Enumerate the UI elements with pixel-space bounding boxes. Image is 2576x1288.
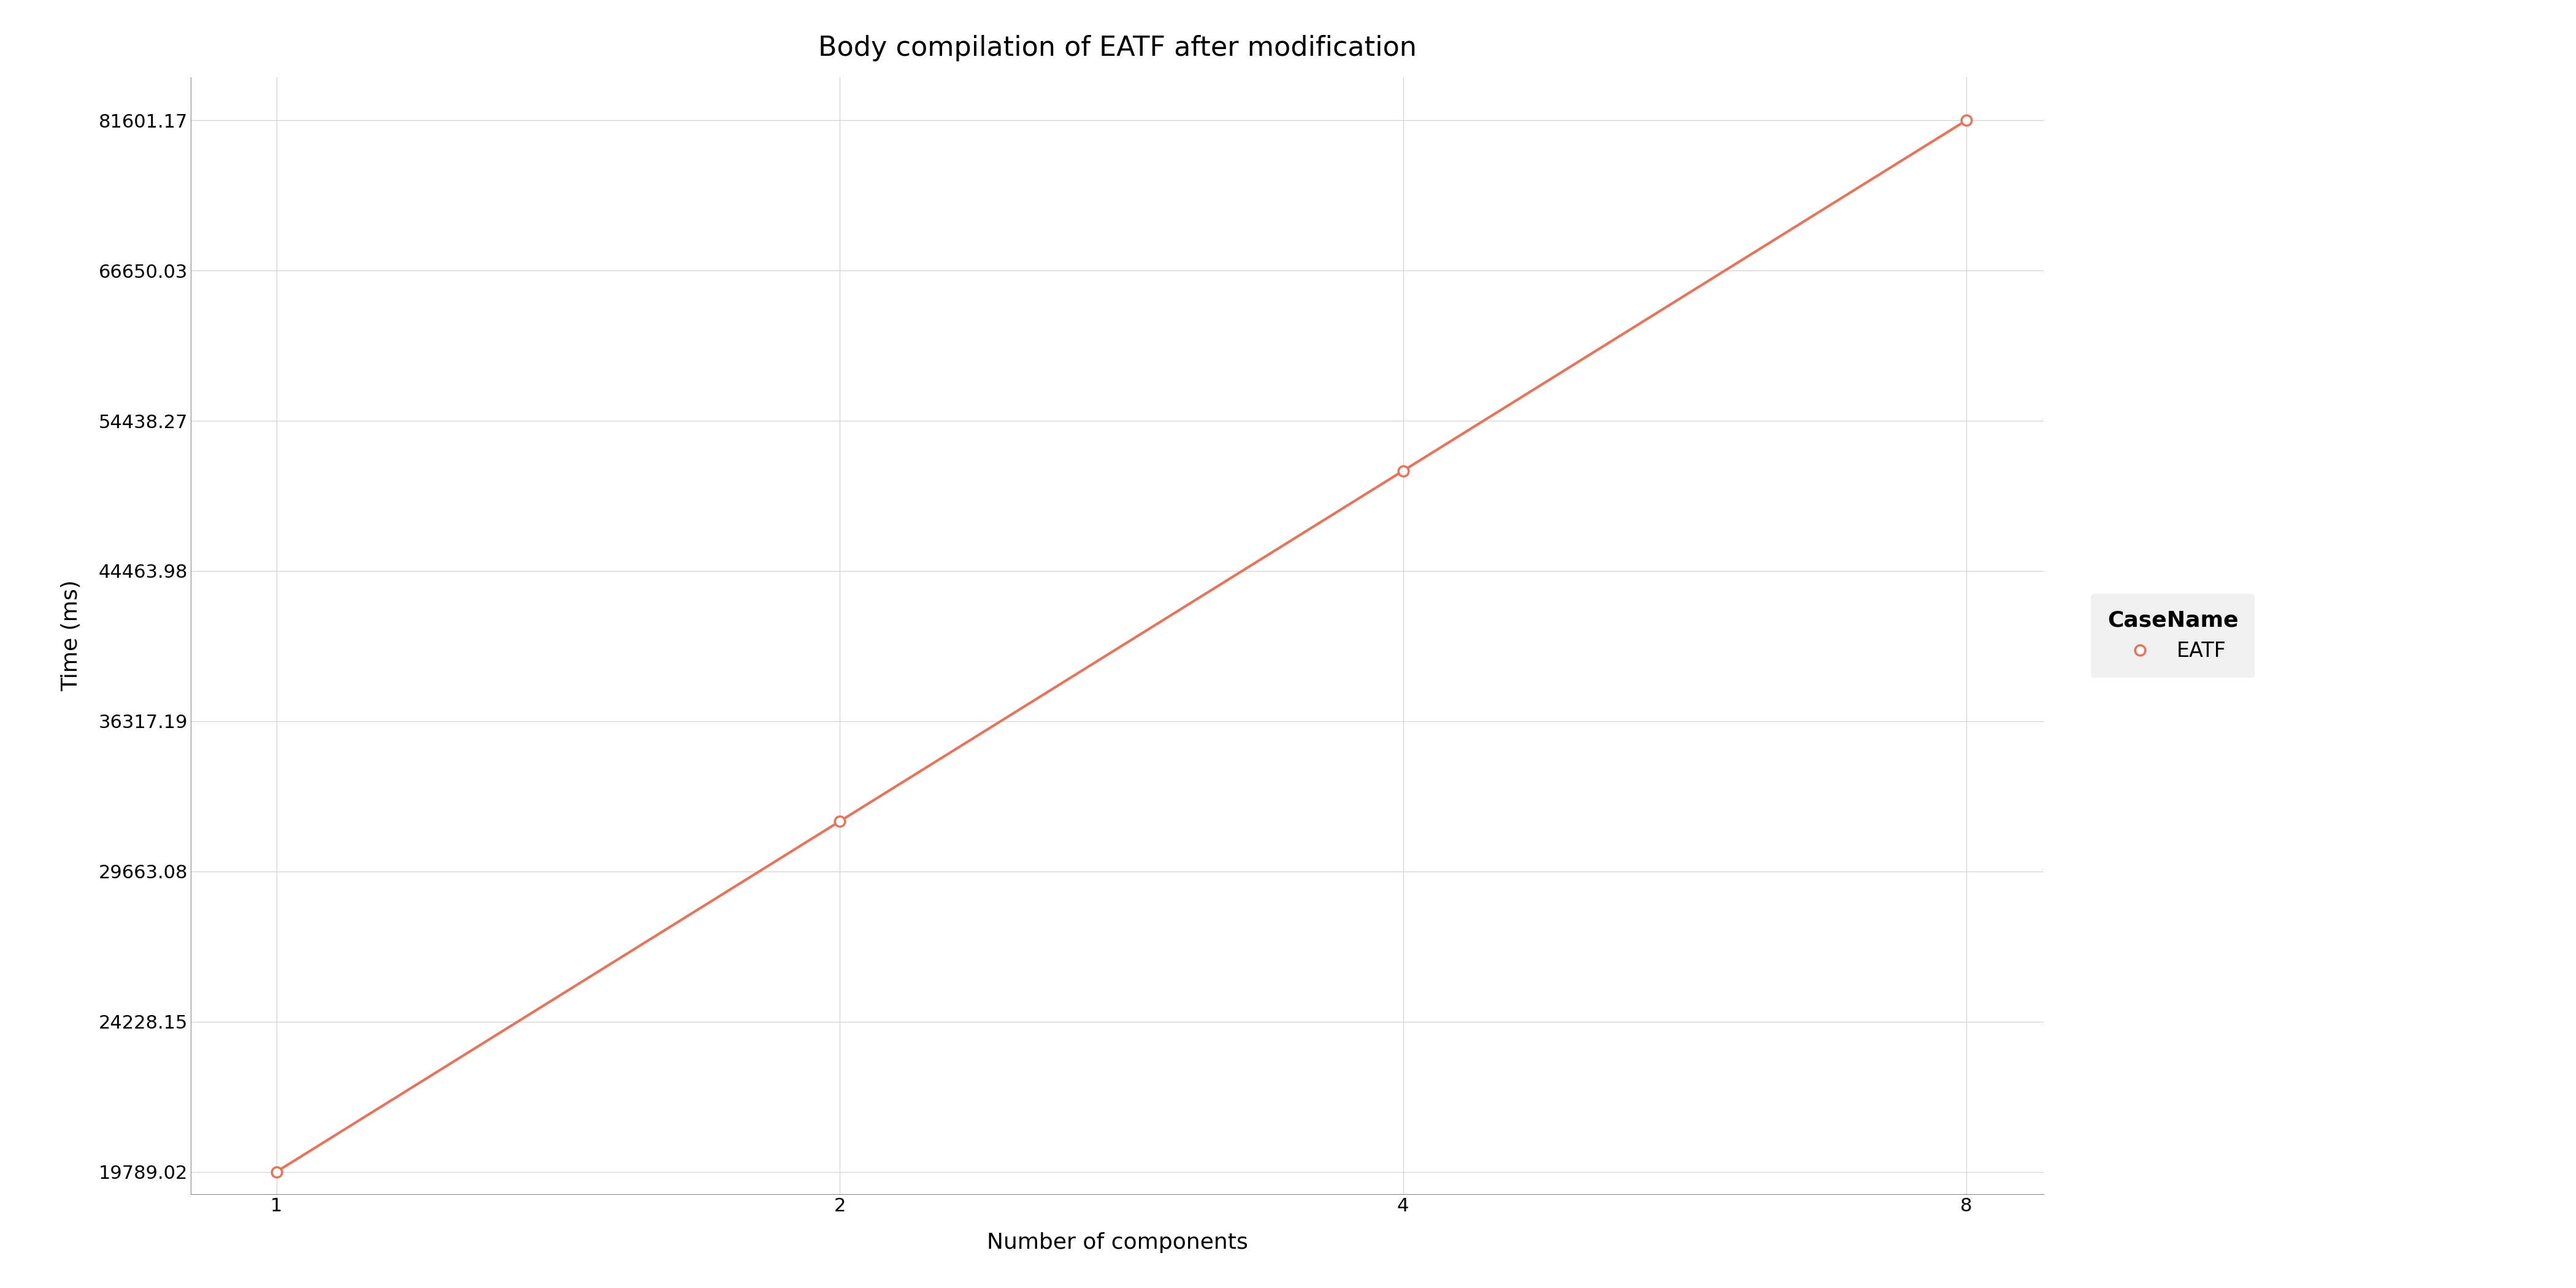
Title: Body compilation of EATF after modification: Body compilation of EATF after modificat…	[819, 35, 1417, 62]
X-axis label: Number of components: Number of components	[987, 1233, 1247, 1253]
EATF	[260, 1164, 291, 1180]
EATF	[1388, 464, 1419, 479]
Line: EATF: EATF	[270, 115, 1971, 1177]
EATF	[824, 814, 855, 829]
Legend: EATF: EATF	[2092, 594, 2254, 677]
EATF	[1950, 112, 1981, 128]
Y-axis label: Time (ms): Time (ms)	[62, 580, 82, 692]
